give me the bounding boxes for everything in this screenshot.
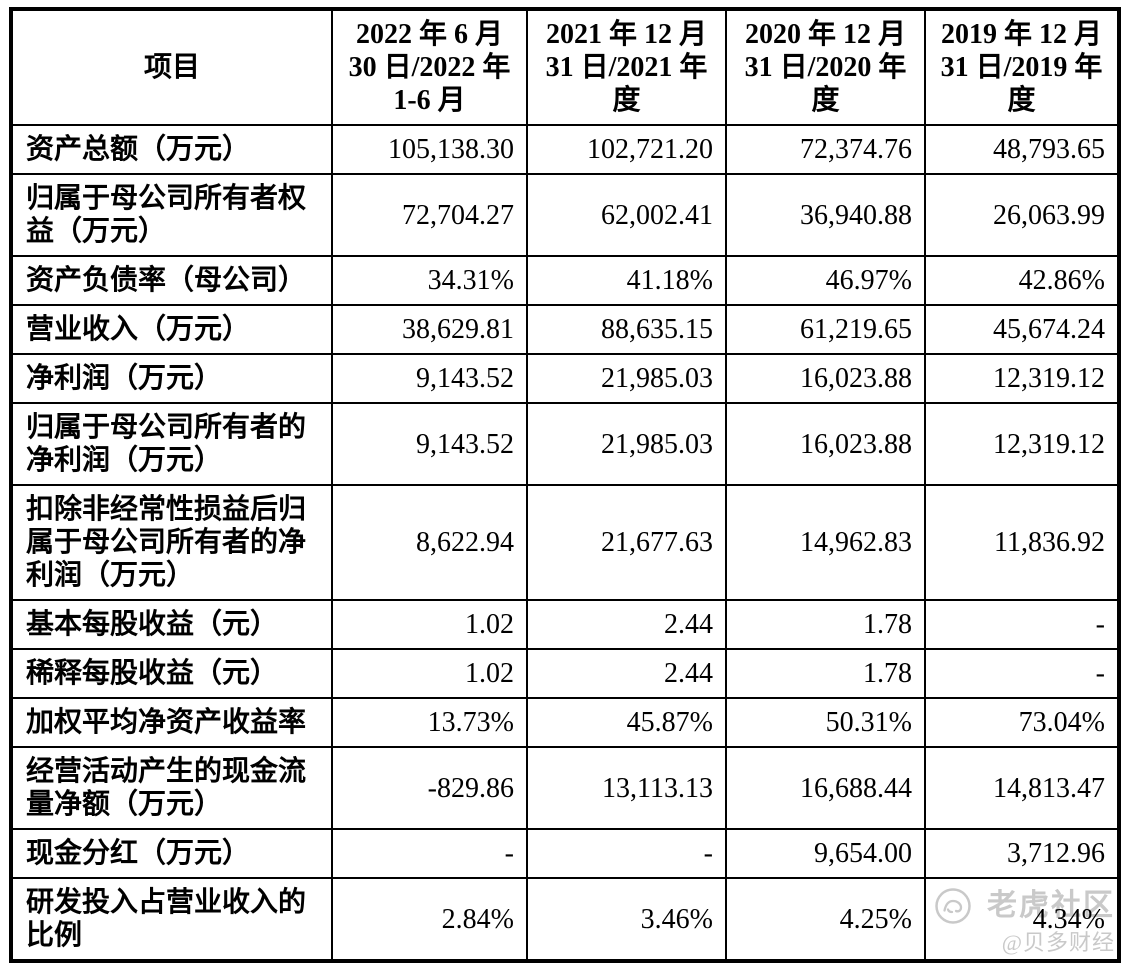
value-cell: 16,023.88: [725, 353, 926, 404]
value-cell: 88,635.15: [526, 304, 727, 355]
value-cell: 45.87%: [526, 697, 727, 748]
value-cell: 21,677.63: [526, 484, 727, 601]
table-row: 归属于母公司所有者权 益（万元） 72,704.27 62,002.41 36,940…: [10, 173, 1120, 257]
table-row: 归属于母公司所有者的 净利润（万元） 9,143.52 21,985.03 16,02…: [10, 402, 1120, 486]
value-cell: 16,023.88: [725, 402, 926, 486]
row-label: 归属于母公司所有者的 净利润（万元）: [10, 402, 333, 486]
value-cell: 1.02: [331, 599, 528, 650]
header-period-2021: 2021 年 12 月 31 日/2021 年 度: [526, 8, 727, 126]
value-cell: -829.86: [331, 746, 528, 830]
value-cell: 62,002.41: [526, 173, 727, 257]
value-cell: 12,319.12: [924, 402, 1120, 486]
header-period-2019: 2019 年 12 月 31 日/2019 年 度: [924, 8, 1120, 126]
value-cell: 4.25%: [725, 877, 926, 962]
row-label: 资产负债率（母公司）: [10, 255, 333, 306]
value-cell: 1.02: [331, 648, 528, 699]
row-label: 研发投入占营业收入的 比例: [10, 877, 333, 962]
value-cell: 26,063.99: [924, 173, 1120, 257]
value-cell: 46.97%: [725, 255, 926, 306]
value-cell: 9,143.52: [331, 353, 528, 404]
value-cell: 38,629.81: [331, 304, 528, 355]
header-period-2020: 2020 年 12 月 31 日/2020 年 度: [725, 8, 926, 126]
value-cell: 2.84%: [331, 877, 528, 962]
value-cell: 73.04%: [924, 697, 1120, 748]
table-row: 营业收入（万元） 38,629.81 88,635.15 61,219.65 45,67…: [10, 304, 1120, 355]
value-cell: 34.31%: [331, 255, 528, 306]
table-row: 扣除非经常性损益后归 属于母公司所有者的净 利润（万元） 8,622.94 21,6…: [10, 484, 1120, 601]
value-cell: 105,138.30: [331, 124, 528, 175]
table-row: 资产总额（万元） 105,138.30 102,721.20 72,374.76 48,…: [10, 124, 1120, 175]
value-cell: 3.46%: [526, 877, 727, 962]
value-cell: 14,813.47: [924, 746, 1120, 830]
table-row: 基本每股收益（元） 1.02 2.44 1.78-: [10, 599, 1120, 650]
value-cell: 102,721.20: [526, 124, 727, 175]
value-cell: 21,985.03: [526, 353, 727, 404]
table-row: 净利润（万元） 9,143.52 21,985.03 16,023.88 12,319.…: [10, 353, 1120, 404]
row-label: 资产总额（万元）: [10, 124, 333, 175]
header-item: 项目: [10, 8, 333, 126]
value-cell: -: [924, 648, 1120, 699]
value-cell: 8,622.94: [331, 484, 528, 601]
value-cell: 16,688.44: [725, 746, 926, 830]
row-label: 基本每股收益（元）: [10, 599, 333, 650]
row-label: 现金分红（万元）: [10, 828, 333, 879]
value-cell: -: [331, 828, 528, 879]
table-row: 加权平均净资产收益率 13.73% 45.87% 50.31% 73.04%: [10, 697, 1120, 748]
table-body: 资产总额（万元） 105,138.30 102,721.20 72,374.76 48,…: [10, 124, 1120, 962]
table-row: 资产负债率（母公司） 34.31% 41.18% 46.97% 42.86%: [10, 255, 1120, 306]
header-row: 项目 2022 年 6 月 30 日/2022 年 1-6 月 2021 年 1…: [10, 8, 1120, 126]
value-cell: 14,962.83: [725, 484, 926, 601]
value-cell: 48,793.65: [924, 124, 1120, 175]
value-cell: 72,704.27: [331, 173, 528, 257]
row-label: 营业收入（万元）: [10, 304, 333, 355]
table-row: 稀释每股收益（元） 1.02 2.44 1.78-: [10, 648, 1120, 699]
value-cell: 45,674.24: [924, 304, 1120, 355]
financial-summary: 项目 2022 年 6 月 30 日/2022 年 1-6 月 2021 年 1…: [9, 7, 1121, 963]
value-cell: 36,940.88: [725, 173, 926, 257]
row-label: 归属于母公司所有者权 益（万元）: [10, 173, 333, 257]
value-cell: 3,712.96: [924, 828, 1120, 879]
value-cell: 4.34%: [924, 877, 1120, 962]
table-row: 现金分红（万元） - -9,654.00 3,712.96: [10, 828, 1120, 879]
value-cell: 50.31%: [725, 697, 926, 748]
financial-summary-table: 项目 2022 年 6 月 30 日/2022 年 1-6 月 2021 年 1…: [9, 7, 1121, 963]
value-cell: -: [526, 828, 727, 879]
value-cell: 1.78: [725, 599, 926, 650]
row-label: 净利润（万元）: [10, 353, 333, 404]
value-cell: 2.44: [526, 648, 727, 699]
value-cell: 9,143.52: [331, 402, 528, 486]
value-cell: 12,319.12: [924, 353, 1120, 404]
value-cell: 9,654.00: [725, 828, 926, 879]
value-cell: 42.86%: [924, 255, 1120, 306]
value-cell: 13.73%: [331, 697, 528, 748]
value-cell: 11,836.92: [924, 484, 1120, 601]
table-row: 经营活动产生的现金流 量净额（万元） -829.86 13,113.13 16,688…: [10, 746, 1120, 830]
value-cell: -: [924, 599, 1120, 650]
table-header: 项目 2022 年 6 月 30 日/2022 年 1-6 月 2021 年 1…: [10, 8, 1120, 126]
row-label: 稀释每股收益（元）: [10, 648, 333, 699]
value-cell: 41.18%: [526, 255, 727, 306]
row-label: 扣除非经常性损益后归 属于母公司所有者的净 利润（万元）: [10, 484, 333, 601]
row-label: 经营活动产生的现金流 量净额（万元）: [10, 746, 333, 830]
value-cell: 72,374.76: [725, 124, 926, 175]
value-cell: 21,985.03: [526, 402, 727, 486]
header-period-2022: 2022 年 6 月 30 日/2022 年 1-6 月: [331, 8, 528, 126]
value-cell: 61,219.65: [725, 304, 926, 355]
table-row: 研发投入占营业收入的 比例 2.84% 3.46% 4.25% 4.34%: [10, 877, 1120, 962]
row-label: 加权平均净资产收益率: [10, 697, 333, 748]
value-cell: 1.78: [725, 648, 926, 699]
value-cell: 13,113.13: [526, 746, 727, 830]
value-cell: 2.44: [526, 599, 727, 650]
